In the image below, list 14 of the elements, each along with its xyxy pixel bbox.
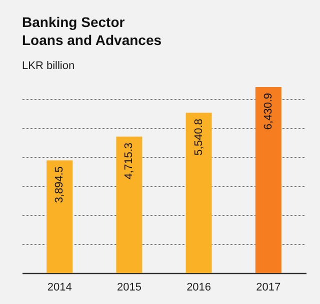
x-tick-label: 2015 [116,282,142,294]
chart-title: Banking Sector Loans and Advances [22,14,162,48]
x-tick-label: 2014 [47,282,72,294]
bar [255,87,282,273]
data-label: 3,894.5 [54,166,66,204]
x-tick-label: 2016 [186,282,212,294]
data-label: 6,430.9 [262,93,274,130]
bar [46,160,73,273]
data-label: 5,540.8 [192,118,205,156]
data-label: 4,715.3 [123,142,136,180]
x-tick-label: 2017 [256,282,281,294]
bar [116,136,142,273]
bar [186,112,212,273]
chart-subtitle: LKR billion [22,60,75,72]
